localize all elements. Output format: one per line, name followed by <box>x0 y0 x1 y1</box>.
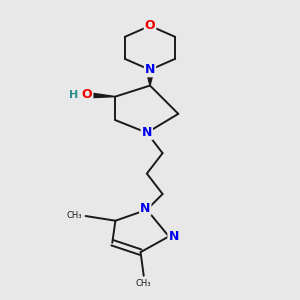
Polygon shape <box>146 70 154 86</box>
Text: N: N <box>140 202 151 215</box>
Text: CH₃: CH₃ <box>67 211 83 220</box>
Text: O: O <box>82 88 92 101</box>
Text: CH₃: CH₃ <box>136 279 152 288</box>
Polygon shape <box>82 92 116 98</box>
Text: N: N <box>168 230 179 243</box>
Text: N: N <box>145 63 155 76</box>
Text: H: H <box>69 90 78 100</box>
Text: O: O <box>145 19 155 32</box>
Text: N: N <box>142 126 152 139</box>
